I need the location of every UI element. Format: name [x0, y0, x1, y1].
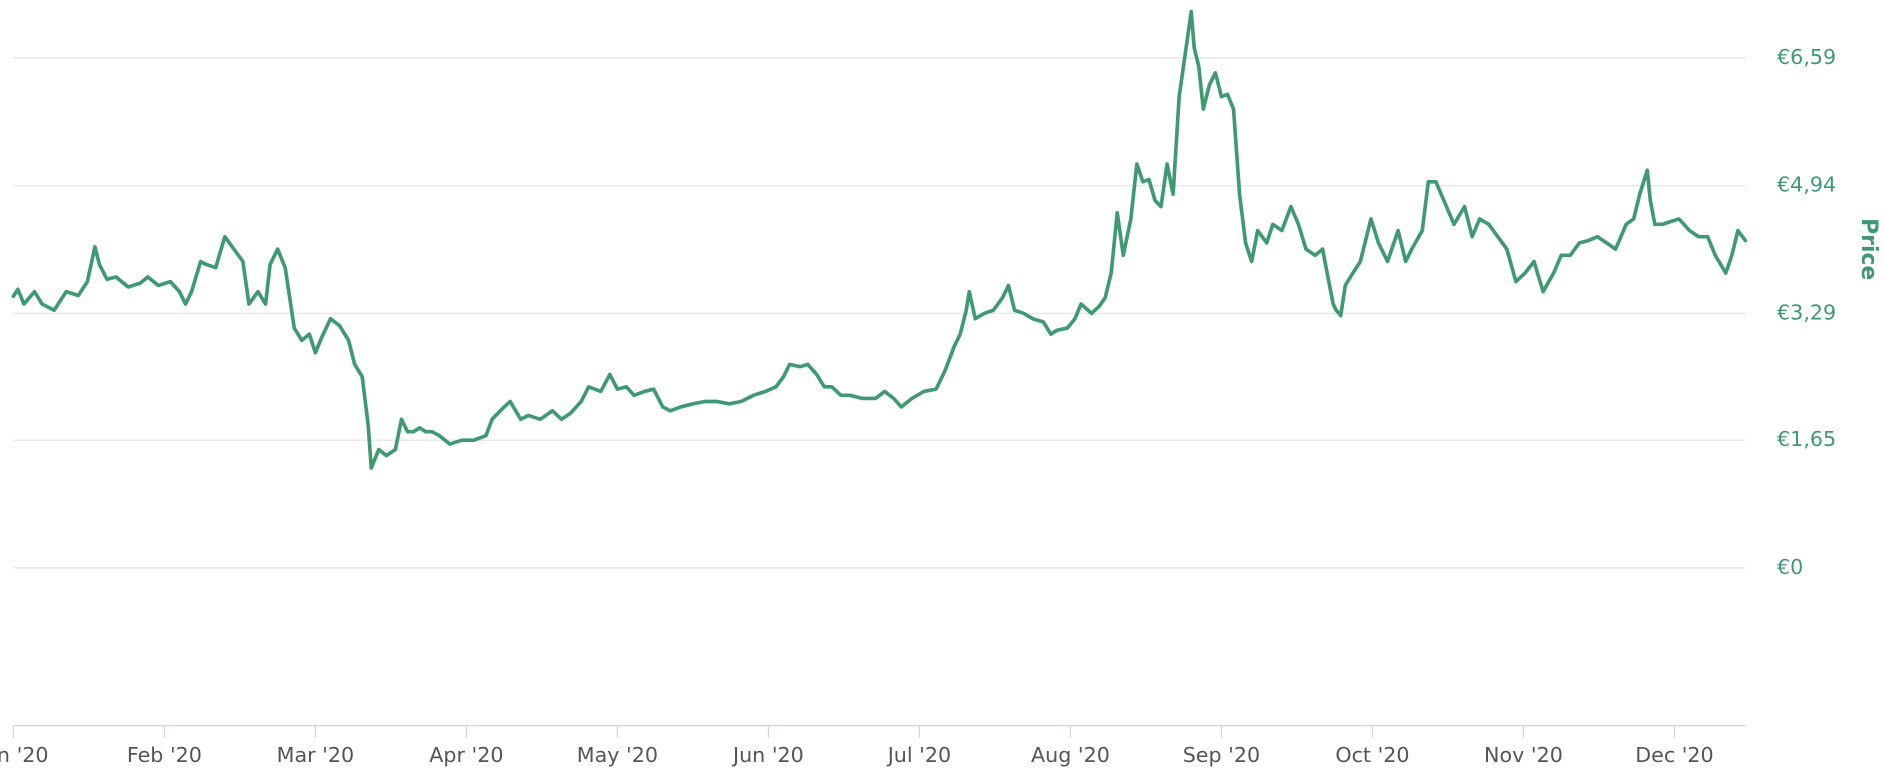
- x-tick-label: Sep '20: [1183, 743, 1260, 767]
- y-tick-label: €1,65: [1777, 427, 1836, 451]
- y-tick-label: €3,29: [1777, 300, 1836, 324]
- x-tick-label: Mar '20: [277, 743, 355, 767]
- price-line: [11, 9, 1748, 470]
- y-axis-title: Price: [1856, 218, 1881, 280]
- x-tick-label: May '20: [577, 743, 658, 767]
- x-tick-label: Aug '20: [1031, 743, 1110, 767]
- y-tick-label: €6,59: [1777, 45, 1836, 69]
- y-tick-label: €4,94: [1777, 173, 1836, 197]
- y-tick-label: €0: [1777, 555, 1803, 579]
- x-tick-label: Dec '20: [1635, 743, 1714, 767]
- x-tick-label: Apr '20: [429, 743, 503, 767]
- x-tick-label: Jul '20: [886, 743, 951, 767]
- x-tick-label: Feb '20: [127, 743, 202, 767]
- x-tick-label: Nov '20: [1484, 743, 1563, 767]
- x-tick-label: Oct '20: [1335, 743, 1409, 767]
- x-tick-label: Jan '20: [0, 743, 49, 767]
- x-tick-label: Jun '20: [731, 743, 804, 767]
